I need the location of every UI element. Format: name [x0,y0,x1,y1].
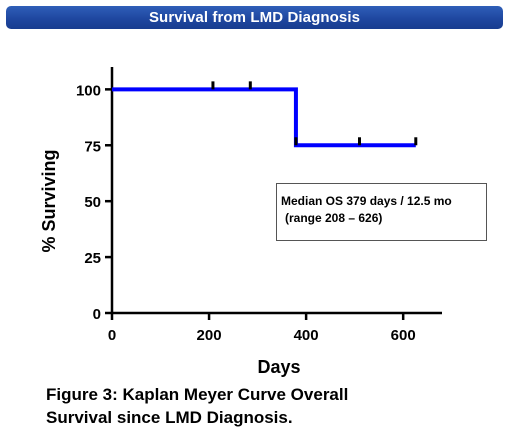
x-tick-label: 400 [294,327,319,344]
annotation-line-1: Median OS 379 days / 12.5 mo [281,194,452,208]
y-tick-label: 0 [93,306,101,323]
annotation-line-2: (range 208 – 626) [285,211,383,225]
y-tick-label: 25 [84,250,101,267]
y-axis-label: % Surviving [39,149,59,252]
survival-step-line [112,87,416,148]
caption-line-1: Figure 3: Kaplan Meyer Curve Overall [46,385,349,404]
axes: 0 25 50 75 100 0 200 400 600 [76,67,442,344]
y-tick-label: 50 [84,194,101,211]
chart-title: Survival from LMD Diagnosis [148,9,361,26]
chart-title-bar: Survival from LMD Diagnosis [6,6,503,29]
x-axis-label: Days [257,357,300,377]
figure-caption: Figure 3: Kaplan Meyer Curve Overall Sur… [46,383,466,429]
caption-line-2: Survival since LMD Diagnosis. [46,408,293,427]
x-tick-label: 200 [197,327,222,344]
x-tick-label: 600 [391,327,416,344]
x-tick-label: 0 [108,327,116,344]
y-tick-label: 75 [84,138,101,155]
survival-series [112,81,418,148]
y-tick-label: 100 [76,82,101,99]
median-os-annotation: Median OS 379 days / 12.5 mo (range 208 … [276,183,487,241]
